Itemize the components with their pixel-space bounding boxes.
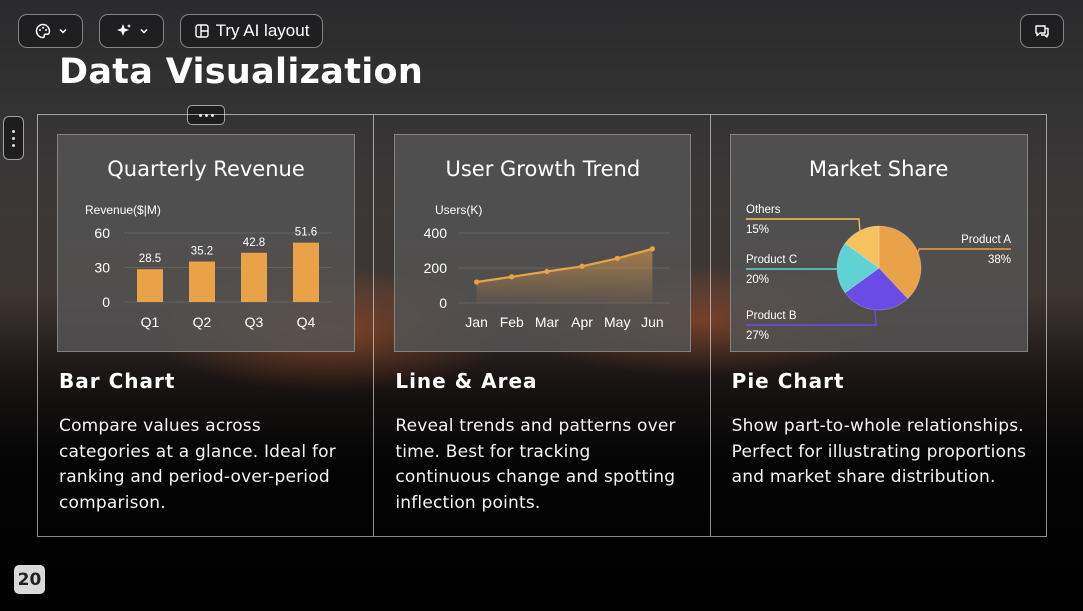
pie-slice-value: 27% <box>746 330 769 342</box>
data-point <box>614 255 621 261</box>
data-point <box>544 268 550 275</box>
data-point <box>650 246 656 252</box>
y-axis-label: Revenue($|M) <box>85 203 161 217</box>
y-axis-label: Users(K) <box>435 203 482 217</box>
y-tick-label: 60 <box>94 225 110 241</box>
data-point <box>579 263 586 269</box>
bar-chart-card: Quarterly Revenue Revenue($|M) 0 30 60 28.5 Q… <box>38 115 373 536</box>
chevron-down-icon <box>139 26 149 36</box>
bar-chart: Revenue($|M) 0 30 60 28.5 Q1 35.2 Q2 42.8 Q3 51.6 Q… <box>85 203 332 330</box>
card-heading: Line & Area <box>395 369 538 393</box>
bar <box>137 269 163 302</box>
card-description: Reveal trends and patterns over time. Be… <box>395 416 676 513</box>
block-drag-handle[interactable] <box>187 105 225 125</box>
pie-chart-title: Market Share <box>808 157 949 181</box>
x-tick-label: Apr <box>572 314 594 330</box>
ai-assist-button[interactable] <box>99 14 164 48</box>
y-tick-label: 0 <box>102 294 110 310</box>
y-tick-label: 200 <box>424 260 448 276</box>
x-tick-label: Jun <box>641 314 664 330</box>
x-tick-label: Feb <box>500 314 524 330</box>
x-tick-label: May <box>604 314 630 330</box>
line-chart-panel: User Growth Trend Users(K) 0 200 400 Jan Feb M… <box>394 134 692 352</box>
x-tick-label: Mar <box>535 314 559 330</box>
leader-line <box>745 218 861 231</box>
pie-chart-card: Market Share Product A 38% Product B 27% Pro… <box>709 115 1046 536</box>
page-number-badge: 20 <box>14 565 45 594</box>
pie-chart-panel: Market Share Product A 38% Product B 27% Pro… <box>729 134 1028 352</box>
y-tick-label: 30 <box>94 260 110 276</box>
side-drag-handle[interactable] <box>3 116 24 160</box>
theme-button[interactable] <box>18 14 83 48</box>
y-tick-label: 0 <box>440 295 448 311</box>
try-ai-layout-label: Try AI layout <box>215 21 310 40</box>
comment-icon <box>1033 22 1051 40</box>
card-description: Show part-to-whole relationships. Perfec… <box>731 416 1027 487</box>
bar <box>293 242 319 302</box>
pie-slice-label: Product B <box>746 310 797 322</box>
y-tick-label: 400 <box>424 225 448 241</box>
sparkle-icon <box>115 22 133 40</box>
bar <box>241 252 267 302</box>
area-fill <box>476 248 653 303</box>
leader-line <box>745 267 840 270</box>
leader-line <box>745 309 877 326</box>
data-point <box>474 279 480 285</box>
pie-slice-label: Others <box>746 204 781 216</box>
bar-chart-panel: Quarterly Revenue Revenue($|M) 0 30 60 28.5 Q… <box>57 134 355 352</box>
x-tick-label: Q2 <box>193 314 212 330</box>
palette-icon <box>34 22 52 40</box>
card-heading: Bar Chart <box>59 369 176 393</box>
chart-cards-grid: Quarterly Revenue Revenue($|M) 0 30 60 28.5 Q… <box>37 114 1047 537</box>
line-chart-card: User Growth Trend Users(K) 0 200 400 Jan Feb M… <box>373 115 709 536</box>
card-heading: Pie Chart <box>731 369 845 393</box>
bar-data-label: 35.2 <box>191 246 213 258</box>
page-title: Data Visualization <box>59 52 424 92</box>
pie-slice-label: Product C <box>746 254 797 266</box>
leader-line <box>917 248 1011 253</box>
pie-slice <box>878 225 921 300</box>
pie-slice-value: 20% <box>746 274 769 286</box>
bar-data-label: 28.5 <box>139 253 161 265</box>
pie-chart: Product A 38% Product B 27% Product C 20% Othe… <box>745 204 1011 342</box>
pie-slice-value: 15% <box>746 224 769 236</box>
bar-chart-title: Quarterly Revenue <box>107 157 305 181</box>
pie-slice-value: 38% <box>988 254 1011 266</box>
bar-data-label: 51.6 <box>295 227 317 239</box>
bar-data-label: 42.8 <box>243 237 265 249</box>
pie-slice-label: Product A <box>961 234 1011 246</box>
try-ai-layout-button[interactable]: Try AI layout <box>180 14 323 48</box>
pie-slice <box>836 242 880 294</box>
line-chart-title: User Growth Trend <box>445 157 641 181</box>
series-line <box>476 247 654 284</box>
line-area-chart: Users(K) 0 200 400 Jan Feb Mar Apr May Jun <box>424 203 671 330</box>
layout-icon <box>194 23 210 39</box>
comments-button[interactable] <box>1020 14 1064 48</box>
chevron-down-icon <box>58 26 68 36</box>
x-tick-label: Q4 <box>297 314 316 330</box>
card-description: Compare values across categories at a gl… <box>59 416 336 513</box>
data-point <box>509 274 515 280</box>
x-tick-label: Jan <box>466 314 489 330</box>
bar <box>189 261 215 302</box>
x-tick-label: Q3 <box>245 314 264 330</box>
x-tick-label: Q1 <box>141 314 160 330</box>
